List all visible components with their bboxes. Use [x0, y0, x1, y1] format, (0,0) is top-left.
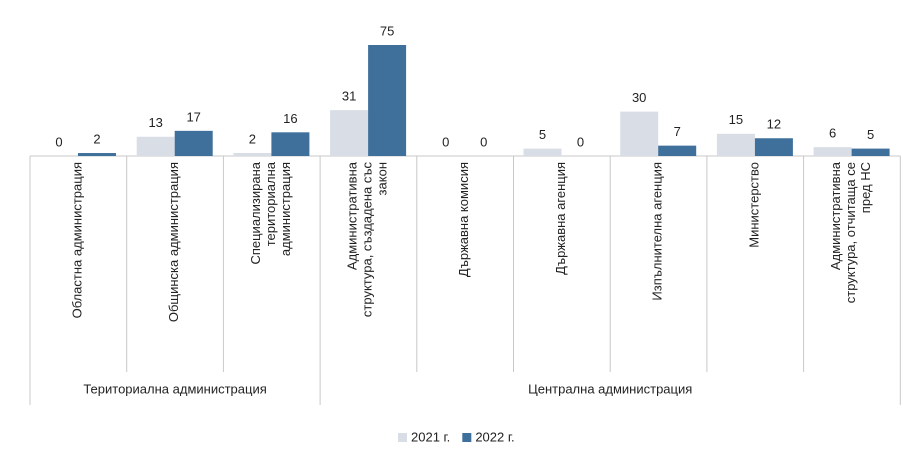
value-label: 7 — [674, 124, 681, 139]
x-tick-label: Изпълнителна агенция — [650, 162, 665, 301]
bar — [136, 136, 175, 156]
bar — [658, 145, 697, 156]
bar — [620, 111, 659, 156]
value-label: 75 — [380, 23, 394, 38]
bar — [716, 133, 755, 156]
value-label: 0 — [442, 134, 449, 149]
legend-label: 2022 г. — [475, 429, 514, 444]
bar — [233, 153, 272, 156]
group-label: Териториална администрация — [83, 381, 266, 396]
value-label: 5 — [867, 127, 874, 142]
value-label: 5 — [539, 127, 546, 142]
bar — [174, 130, 213, 156]
group-label: Централна администрация — [528, 381, 692, 396]
x-tick-label: Специализиранатериториалнаадминистрация — [248, 161, 293, 264]
x-tick-label: Областна администрация — [70, 162, 85, 318]
x-tick-label: Държавна агенция — [553, 162, 568, 275]
bar — [271, 132, 310, 156]
x-tick-label: Министерство — [747, 162, 762, 248]
bar — [330, 110, 369, 156]
legend-swatch — [398, 433, 407, 442]
x-tick-label: Административнаструктура, отчитаща сепре… — [828, 161, 873, 303]
value-label: 0 — [480, 134, 487, 149]
value-label: 12 — [767, 117, 781, 132]
x-tick-label: Държавна комисия — [457, 162, 472, 277]
value-label: 0 — [577, 134, 584, 149]
bar — [813, 147, 852, 156]
bar — [523, 148, 562, 156]
bar — [368, 45, 407, 156]
bar — [851, 148, 890, 156]
x-tick-label: Административнаструктура, създадена съсз… — [345, 161, 390, 317]
value-label: 17 — [186, 109, 200, 124]
value-label: 16 — [283, 111, 297, 126]
bar — [78, 153, 116, 156]
value-label: 6 — [829, 126, 836, 141]
value-label: 0 — [55, 134, 62, 149]
legend-label: 2021 г. — [411, 429, 450, 444]
value-label: 31 — [342, 89, 356, 104]
bar — [754, 138, 793, 156]
legend-swatch — [462, 433, 472, 442]
value-label: 30 — [632, 90, 646, 105]
value-label: 2 — [249, 131, 256, 146]
value-label: 13 — [148, 115, 162, 130]
x-tick-label: Общинска администрация — [166, 162, 181, 322]
value-label: 15 — [729, 112, 743, 127]
value-label: 2 — [93, 131, 100, 146]
